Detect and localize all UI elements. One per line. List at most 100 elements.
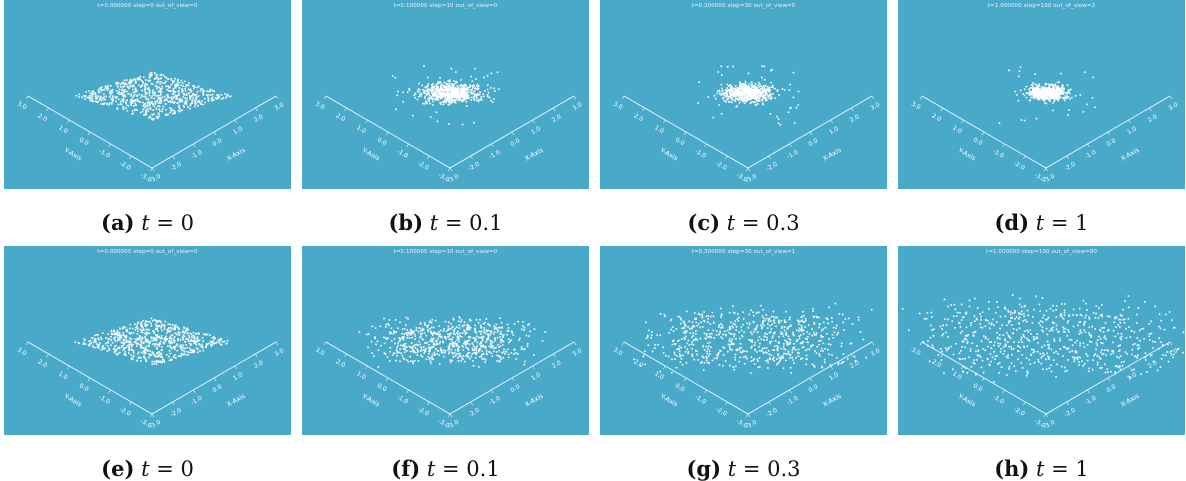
data-point bbox=[770, 98, 772, 100]
data-point bbox=[184, 331, 186, 333]
data-point bbox=[737, 313, 739, 315]
data-point bbox=[745, 81, 747, 83]
data-point bbox=[753, 101, 755, 103]
data-point bbox=[466, 101, 468, 103]
data-point bbox=[422, 89, 424, 91]
data-point bbox=[416, 327, 418, 329]
data-point bbox=[174, 354, 176, 356]
y-axis-tick bbox=[746, 414, 748, 417]
x-tick-label: -1.0 bbox=[786, 149, 800, 161]
data-point bbox=[780, 331, 782, 333]
data-point bbox=[1032, 86, 1034, 88]
data-point bbox=[186, 339, 188, 341]
data-point bbox=[133, 332, 135, 334]
data-point bbox=[147, 80, 149, 82]
x-axis-tick bbox=[255, 108, 257, 111]
data-point bbox=[446, 90, 448, 92]
data-point bbox=[709, 353, 711, 355]
data-point bbox=[483, 336, 485, 338]
x-tick-label: -1.0 bbox=[190, 395, 204, 407]
data-point bbox=[448, 92, 450, 94]
data-point bbox=[138, 322, 140, 324]
data-point bbox=[132, 89, 134, 91]
data-point bbox=[211, 98, 213, 100]
data-point bbox=[475, 357, 477, 359]
data-point bbox=[741, 96, 743, 98]
data-point bbox=[201, 88, 203, 90]
data-point bbox=[169, 86, 171, 88]
x-tick-label: -3.0 bbox=[148, 419, 162, 431]
data-point bbox=[417, 99, 419, 101]
data-point bbox=[712, 360, 714, 362]
data-point bbox=[437, 121, 439, 123]
data-point bbox=[124, 89, 126, 91]
data-point bbox=[534, 328, 536, 330]
data-point bbox=[730, 87, 732, 89]
data-point bbox=[458, 100, 460, 102]
data-point bbox=[724, 331, 726, 333]
y-axis-tick bbox=[448, 168, 450, 171]
data-point bbox=[202, 91, 204, 93]
data-point bbox=[443, 328, 445, 330]
data-point bbox=[161, 357, 163, 359]
data-point bbox=[129, 332, 131, 334]
data-point bbox=[466, 105, 468, 107]
data-point bbox=[136, 343, 138, 345]
data-point bbox=[407, 92, 409, 94]
data-point bbox=[102, 332, 104, 334]
data-point bbox=[156, 88, 158, 90]
data-point bbox=[457, 345, 459, 347]
data-point bbox=[733, 92, 735, 94]
x-axis-tick bbox=[748, 414, 750, 417]
data-point bbox=[162, 324, 164, 326]
data-point bbox=[138, 337, 140, 339]
data-point bbox=[191, 336, 193, 338]
data-point bbox=[431, 96, 433, 98]
data-point bbox=[783, 367, 785, 369]
data-point bbox=[475, 349, 477, 351]
data-point bbox=[445, 350, 447, 352]
data-point bbox=[668, 356, 670, 358]
data-point bbox=[443, 330, 445, 332]
data-point bbox=[456, 81, 458, 83]
data-point bbox=[451, 68, 453, 70]
data-point bbox=[415, 347, 417, 349]
data-point bbox=[473, 352, 475, 354]
data-point bbox=[482, 340, 484, 342]
data-point bbox=[759, 357, 761, 359]
data-point bbox=[226, 95, 228, 97]
data-point bbox=[175, 325, 177, 327]
data-point bbox=[522, 321, 524, 323]
data-point bbox=[751, 81, 753, 83]
data-point bbox=[156, 76, 158, 78]
data-point bbox=[1053, 99, 1055, 101]
y-axis-tick bbox=[345, 354, 347, 357]
data-point bbox=[429, 98, 431, 100]
data-point bbox=[430, 363, 432, 365]
data-point bbox=[135, 329, 137, 331]
point-cloud bbox=[76, 72, 232, 121]
y-axis-label: Y-Axis bbox=[360, 146, 382, 163]
data-point bbox=[686, 311, 688, 313]
data-point bbox=[459, 327, 461, 329]
data-point bbox=[803, 333, 805, 335]
data-point bbox=[165, 336, 167, 338]
data-point bbox=[1019, 70, 1021, 72]
data-point bbox=[460, 92, 462, 94]
data-point bbox=[767, 367, 769, 369]
data-point bbox=[159, 83, 161, 85]
data-point bbox=[441, 90, 443, 92]
data-point bbox=[139, 336, 141, 338]
y-axis-tick bbox=[684, 378, 686, 381]
time-variable: t bbox=[141, 457, 149, 481]
data-point bbox=[754, 89, 756, 91]
data-point bbox=[394, 353, 396, 355]
data-point bbox=[156, 348, 158, 350]
data-point bbox=[513, 353, 515, 355]
x-tick-label: 1.0 bbox=[232, 125, 244, 136]
data-point bbox=[674, 352, 676, 354]
data-point bbox=[188, 332, 190, 334]
data-point bbox=[725, 360, 727, 362]
